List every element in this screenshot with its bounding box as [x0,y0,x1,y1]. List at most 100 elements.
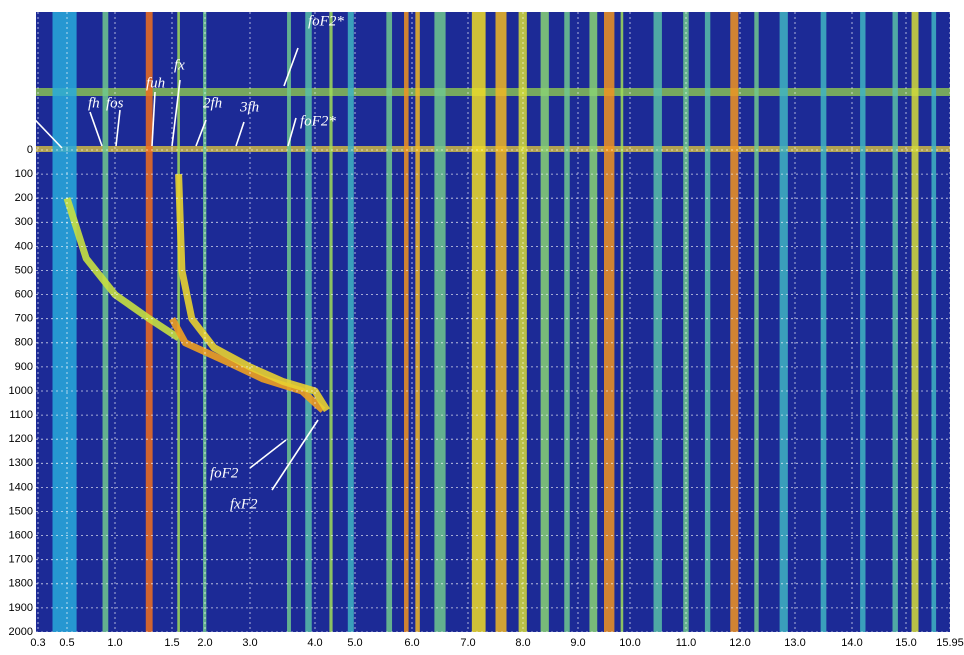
x-tick-label: 14.0 [841,637,862,649]
stripe [911,12,919,632]
stripe [404,12,409,632]
stripe [415,12,420,632]
stripe [704,12,711,632]
x-tick-label: 12.0 [729,637,750,649]
stripe [434,12,446,632]
x-tick-label: 9.0 [570,637,585,649]
arrow [283,47,299,87]
stripe [347,12,354,632]
annotation: 2fh [203,95,222,111]
y-tick-label: 400 [15,240,33,252]
y-tick-label: 1300 [9,457,33,469]
annotation: foF2* [300,113,336,129]
upper-band [36,88,950,96]
arrow [271,419,319,491]
stripe [564,12,570,632]
x-tick-label: 15.0 [895,637,916,649]
stripe [730,12,739,632]
stripe [386,12,393,632]
annotation: fx [174,57,185,73]
arrow [195,119,207,147]
x-tick-label: 15.95 [936,637,964,649]
y-tick-label: 1100 [9,409,33,421]
x-tick-label: 13.0 [784,637,805,649]
stripe [471,12,486,632]
y-tick-label: 300 [15,216,33,228]
arrow [151,91,156,147]
y-tick-label: 1700 [9,554,33,566]
stripe [820,12,827,632]
stripe [931,12,937,632]
x-tick-label: 6.0 [404,637,419,649]
stripe [52,12,77,632]
y-tick-label: 1200 [9,433,33,445]
stripe [779,12,788,632]
annotation: foF2 [210,465,239,481]
annotation: fh [88,95,100,111]
y-tick-label: 700 [15,313,33,325]
x-tick-label: 8.0 [515,637,530,649]
stripe [620,12,624,632]
arrow [249,439,287,469]
y-tick-label: 0 [27,144,33,156]
stripe [892,12,898,632]
y-tick-label: 500 [15,264,33,276]
annotation: foF2* [308,13,344,29]
trace [175,173,330,413]
y-tick-label: 1000 [9,385,33,397]
annotation: 3fh [239,99,259,115]
annotation: fz [8,69,18,85]
y-tick-label: 1800 [9,578,33,590]
stripe [177,12,180,632]
stripe [589,12,598,632]
stripe [287,12,291,632]
annotation: fuh [146,75,165,91]
stripe [495,12,507,632]
y-tick-label: 900 [15,361,33,373]
y-tick-label: 600 [15,289,33,301]
x-tick-label: 11.0 [676,637,697,649]
stripe [860,12,866,632]
x-tick-label: 0.5 [59,637,74,649]
arrows [17,47,319,491]
y-tick-label: 1600 [9,530,33,542]
stripe [329,12,333,632]
y-tick-label: 1900 [9,602,33,614]
y-tick-label: 1400 [9,481,33,493]
x-tick-label: 0.3 [30,637,45,649]
stripe [653,12,662,632]
x-tick-label: 2.0 [197,637,212,649]
arrow [17,101,63,149]
x-tick-label: 1.0 [107,637,122,649]
arrow [89,111,103,147]
plot-background [36,12,950,632]
stripe [102,12,109,632]
arrow [171,79,181,147]
y-tick-label: 1500 [9,505,33,517]
zero-band [36,146,950,152]
arrow [115,109,121,147]
x-tick-label: 5.0 [347,637,362,649]
arrow [235,121,245,147]
trace [63,197,181,341]
y-tick-label: 200 [15,192,33,204]
y-tick-label: 800 [15,337,33,349]
x-tick-label: 4.0 [307,637,322,649]
annotation: fxF2 [230,496,258,512]
stripe [604,12,615,632]
arrow [287,117,297,147]
annotation: fos [106,95,124,111]
stripe [305,12,312,632]
y-tick-label: 2000 [9,626,33,638]
stripe [754,12,759,632]
x-tick-label: 10.0 [619,637,640,649]
x-tick-label: 7.0 [460,637,475,649]
grid [36,12,951,633]
y-tick-label: 100 [15,168,33,180]
stripe [540,12,549,632]
x-tick-label: 3.0 [242,637,257,649]
stripes [52,12,937,632]
traces [63,173,330,413]
